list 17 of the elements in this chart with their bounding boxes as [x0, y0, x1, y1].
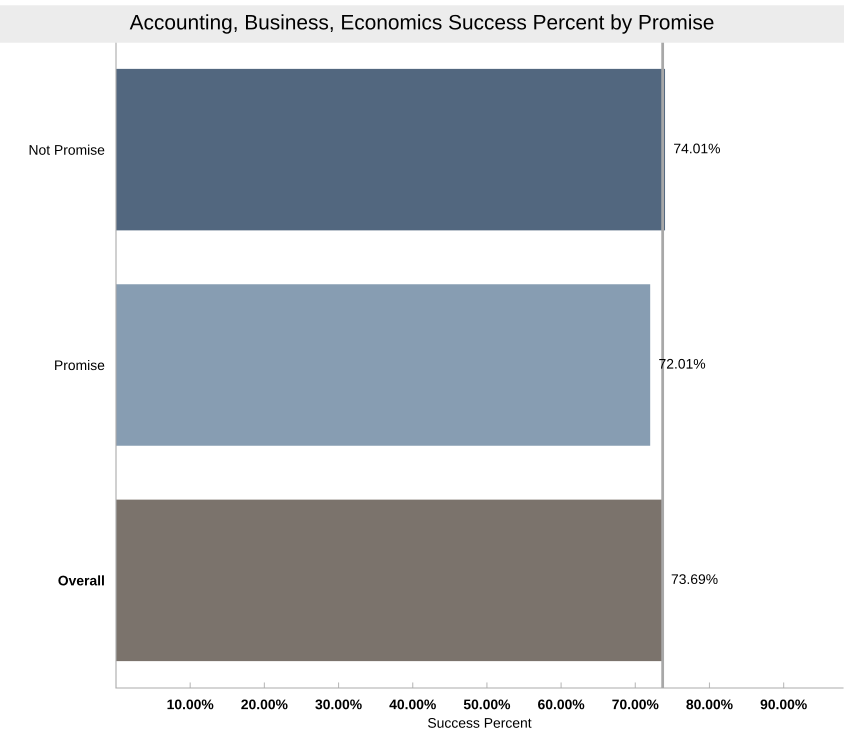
data-label: 73.69% — [672, 574, 718, 584]
chart-title: Accounting, Business, Economics Success Percent by Promise — [130, 14, 714, 34]
y-tick-label: Not Promise — [30, 144, 104, 155]
x-tick-label: 30.00% — [315, 699, 362, 710]
x-tick-label: 40.00% — [389, 699, 436, 710]
data-label: 74.01% — [674, 144, 720, 154]
y-tick-label: Overall — [58, 575, 104, 586]
x-tick-label: 10.00% — [168, 699, 214, 710]
x-tick-label: 50.00% — [464, 699, 510, 710]
x-tick-label: 20.00% — [241, 699, 288, 710]
y-tick-label: Promise — [55, 360, 104, 370]
x-tick-label: 70.00% — [612, 699, 658, 710]
data-label: 72.01% — [659, 358, 706, 369]
x-axis-title: Success Percent — [428, 718, 532, 728]
x-tick-label: 80.00% — [686, 699, 733, 710]
x-tick-label: 60.00% — [538, 699, 584, 710]
x-tick-label: 90.00% — [760, 699, 807, 710]
